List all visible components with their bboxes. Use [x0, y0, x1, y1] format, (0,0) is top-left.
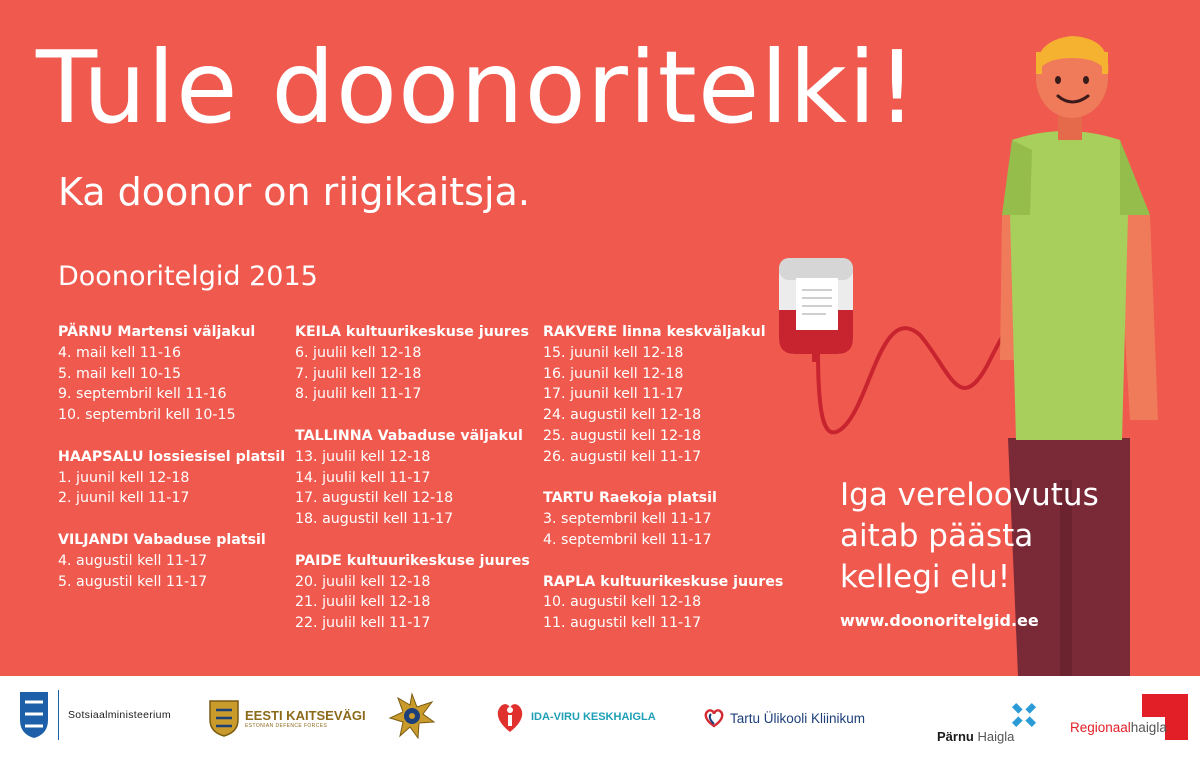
- regio-label: Regionaal: [1070, 720, 1131, 735]
- right-arm: [1118, 215, 1158, 420]
- tartu-heart-icon: [704, 709, 724, 728]
- location-heading: RAKVERE linna keskväljakul: [543, 324, 766, 340]
- date-line: 15. juunil kell 12-18: [543, 344, 684, 361]
- logo-paasteamet: [388, 692, 436, 740]
- location-heading: KEILA kultuurikeskuse juures: [295, 324, 529, 340]
- tartu-label: Tartu Ülikooli Kliinikum: [730, 710, 866, 726]
- location-heading: TARTU Raekoja platsil: [543, 490, 717, 507]
- regionaalhaigla-square-icon: [1142, 694, 1188, 740]
- schedule-group: TARTU Raekoja platsil 3. septembril kell…: [543, 488, 783, 550]
- date-line: 22. juulil kell 11-17: [295, 615, 431, 632]
- slogan-line: Iga vereloovutus: [840, 477, 1099, 513]
- date-line: 14. juulil kell 11-17: [295, 469, 431, 486]
- date-line: 2. juunil kell 11-17: [58, 490, 190, 507]
- schedule-column-2: KEILA kultuurikeskuse juures 6. juulil k…: [295, 322, 530, 655]
- date-line: 16. juunil kell 12-18: [543, 365, 684, 382]
- date-line: 17. augustil kell 12-18: [295, 490, 454, 507]
- blood-tube: [816, 320, 1024, 435]
- schedule-column-1: PÄRNU Martensi väljakul 4. mail kell 11-…: [58, 322, 285, 613]
- date-line: 24. augustil kell 12-18: [543, 407, 702, 424]
- logo-tartu: Tartu Ülikooli Kliinikum: [703, 708, 865, 728]
- date-line: 1. juunil kell 12-18: [58, 469, 190, 486]
- kaitsevagi-sublabel: ESTONIAN DEFENCE FORCES: [245, 722, 328, 729]
- person-figure: [1000, 36, 1158, 676]
- location-heading: PÄRNU Martensi väljakul: [58, 324, 256, 340]
- date-line: 17. juunil kell 11-17: [543, 386, 684, 403]
- date-line: 10. augustil kell 12-18: [543, 594, 702, 611]
- face-icon: [1035, 36, 1109, 118]
- schedule-group: KEILA kultuurikeskuse juures 6. juulil k…: [295, 322, 530, 405]
- date-line: 20. juulil kell 12-18: [295, 573, 431, 590]
- schedule-group: RAKVERE linna keskväljakul 15. juunil ke…: [543, 322, 783, 468]
- date-line: 3. septembril kell 11-17: [543, 511, 712, 528]
- date-line: 4. augustil kell 11-17: [58, 552, 208, 569]
- headline: Tule doonoritelki!: [36, 29, 918, 146]
- date-line: 26. augustil kell 11-17: [543, 448, 702, 465]
- ida-viru-heart-icon: [497, 704, 523, 732]
- date-line: 4. mail kell 11-16: [58, 344, 182, 361]
- date-line: 8. juulil kell 11-17: [295, 386, 422, 403]
- poster: Tule doonoritelki! Ka doonor on riigikai…: [0, 0, 1200, 676]
- blood-bag-icon: [779, 258, 853, 362]
- regio-haigla-label: haigla: [1130, 720, 1167, 735]
- schedule-group: TALLINNA Vabaduse väljakul 13. juulil ke…: [295, 426, 530, 530]
- parnu-cross-icon: [1011, 702, 1037, 728]
- date-line: 6. juulil kell 12-18: [295, 344, 422, 361]
- date-line: 5. augustil kell 11-17: [58, 573, 208, 590]
- date-line: 9. septembril kell 11-16: [58, 386, 227, 403]
- date-line: 4. septembril kell 11-17: [543, 531, 712, 548]
- logo-regionaalhaigla: Regionaalhaigla: [1070, 694, 1190, 750]
- schedule-title: Doonoritelgid 2015: [58, 261, 318, 292]
- logo-sotsiaalministeerium: Sotsiaalministeerium: [18, 690, 171, 740]
- location-heading: HAAPSALU lossiesisel platsil: [58, 448, 286, 465]
- date-line: 11. augustil kell 11-17: [543, 615, 702, 632]
- date-line: 5. mail kell 10-15: [58, 365, 182, 382]
- logo-ida-viru: IDA-VIRU KESKHAIGLA: [495, 700, 656, 734]
- date-line: 10. septembril kell 10-15: [58, 407, 236, 424]
- date-line: 7. juulil kell 12-18: [295, 365, 422, 382]
- location-heading: VILJANDI Vabaduse platsil: [58, 531, 266, 548]
- date-line: 21. juulil kell 12-18: [295, 594, 431, 611]
- location-heading: TALLINNA Vabaduse väljakul: [295, 427, 523, 444]
- shirt: [1010, 131, 1128, 440]
- kaitsevagi-emblem-icon: [209, 700, 239, 737]
- kaitsevagi-label: EESTI KAITSEVÄGI: [245, 707, 366, 723]
- haigla-label: Haigla: [977, 729, 1015, 744]
- logo-parnu: Pärnu Haigla: [937, 700, 1047, 746]
- website-link[interactable]: www.doonoritelgid.ee: [840, 611, 1039, 630]
- schedule-column-3: RAKVERE linna keskväljakul 15. juunil ke…: [543, 322, 783, 655]
- date-line: 13. juulil kell 12-18: [295, 448, 431, 465]
- parnu-label: Pärnu: [937, 729, 974, 744]
- slogan: Iga vereloovutus aitab päästa kellegi el…: [840, 475, 1099, 598]
- slogan-line: kellegi elu!: [840, 559, 1011, 595]
- location-heading: RAPLA kultuurikeskuse juures: [543, 573, 784, 590]
- schedule-group: VILJANDI Vabaduse platsil 4. augustil ke…: [58, 530, 285, 592]
- date-line: 25. augustil kell 12-18: [543, 427, 702, 444]
- schedule-group: HAAPSALU lossiesisel platsil 1. juunil k…: [58, 447, 285, 509]
- rescue-board-emblem-icon: [388, 692, 436, 740]
- estonian-coat-of-arms-icon: [20, 692, 48, 738]
- logo-kaitsevagi: EESTI KAITSEVÄGI ESTONIAN DEFENCE FORCES: [207, 698, 366, 738]
- location-heading: PAIDE kultuurikeskuse juures: [295, 552, 530, 569]
- schedule-group: RAPLA kultuurikeskuse juures 10. augusti…: [543, 572, 783, 634]
- schedule-group: PÄRNU Martensi väljakul 4. mail kell 11-…: [58, 322, 285, 426]
- schedule-group: PAIDE kultuurikeskuse juures 20. juulil …: [295, 551, 530, 634]
- sotsiaal-label: Sotsiaalministeerium: [68, 709, 171, 721]
- slogan-line: aitab päästa: [840, 518, 1034, 554]
- sponsor-footer: Sotsiaalministeerium EESTI KAITSEVÄGI ES…: [0, 676, 1200, 760]
- subline: Ka doonor on riigikaitsja.: [58, 170, 530, 214]
- donor-illustration: [779, 36, 1158, 676]
- idaviru-label: IDA-VIRU KESKHAIGLA: [531, 711, 656, 723]
- date-line: 18. augustil kell 11-17: [295, 511, 454, 528]
